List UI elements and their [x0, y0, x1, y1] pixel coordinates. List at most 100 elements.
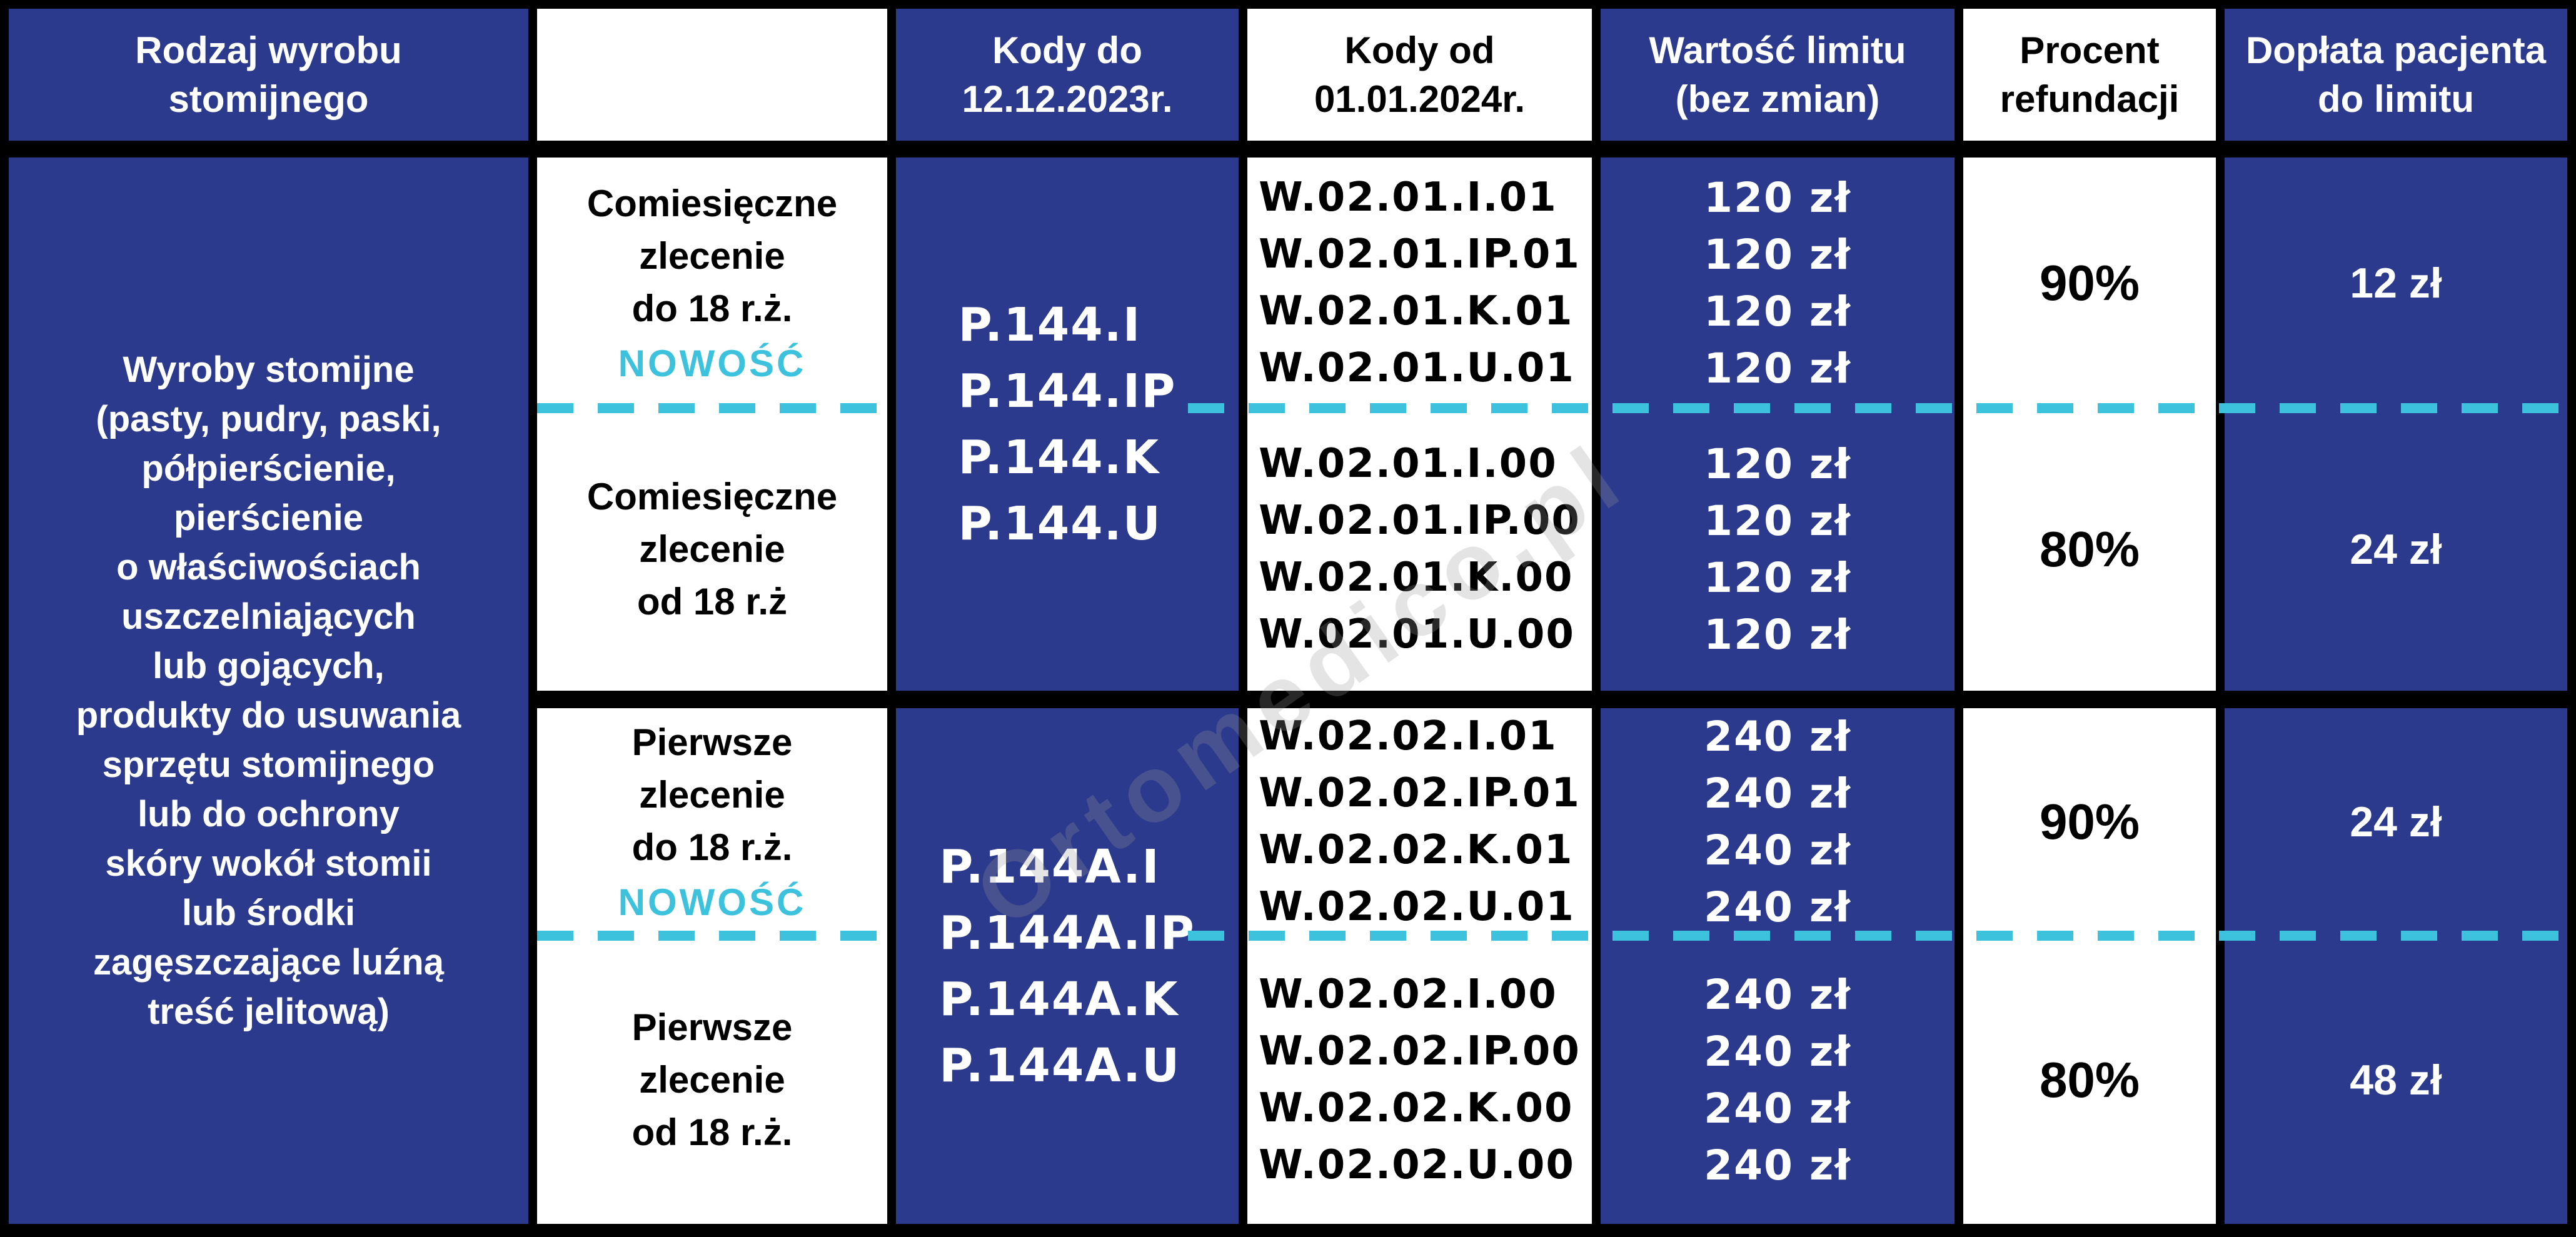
refund-percent-monthly-bottom: 80% — [1963, 408, 2216, 691]
cell-copay-monthly: 12 zł 24 zł — [2225, 158, 2567, 691]
dashed-divider-first-col2 — [537, 931, 887, 941]
header-cell-product-type: Rodzaj wyrobu stomijnego — [9, 9, 528, 141]
order-monthly-under-18: Comiesięczne zlecenie do 18 r.ż. NOWOŚĆ — [537, 158, 887, 408]
copay-monthly-top: 12 zł — [2225, 158, 2567, 408]
text-line: 120 zł — [1704, 440, 1851, 488]
copay-24zl-monthly: 24 zł — [2350, 526, 2442, 573]
text-line: 240 zł — [1704, 1141, 1851, 1189]
text-line: 240 zł — [1704, 826, 1851, 874]
text-line: W.02.01.IP.01 — [1259, 231, 1581, 278]
text-line: sprzętu stomijnego — [102, 744, 435, 785]
copay-first-bottom: 48 zł — [2225, 936, 2567, 1224]
copay-12zl: 12 zł — [2350, 259, 2442, 307]
new-codes-w0202-01-list: W.02.02.I.01 W.02.02.IP.01 W.02.02.K.01 W.0… — [1259, 708, 1581, 936]
limit-values-120-bottom-list: 120 zł 120 zł 120 zł 120 zł — [1704, 436, 1851, 663]
text-line: Dopłata pacjenta — [2245, 29, 2547, 71]
dashed-divider-first-right — [1188, 931, 2567, 941]
text-line: zagęszczające luźną — [93, 942, 444, 983]
text-line: W.02.01.K.01 — [1259, 288, 1574, 334]
cell-refund-percent-monthly: 90% 80% — [1963, 158, 2216, 691]
text-line: 120 zł — [1704, 554, 1851, 602]
new-codes-w0201-00: W.02.01.I.00 W.02.01.IP.00 W.02.01.K.00 W.0… — [1247, 408, 1592, 691]
limit-values-240-top: 240 zł 240 zł 240 zł 240 zł — [1601, 708, 1955, 936]
old-codes-p144-list: P.144.I P.144.IP P.144.K P.144.U — [958, 292, 1176, 557]
text-line: 240 zł — [1704, 1084, 1851, 1133]
cell-copay-first: 24 zł 48 zł — [2225, 708, 2567, 1224]
text-line: pierścienie — [173, 498, 364, 538]
text-line: Comiesięczne — [586, 476, 838, 518]
text-line: Pierwsze — [631, 1006, 793, 1048]
cell-order-type-first: Pierwsze zlecenie do 18 r.ż. NOWOŚĆ Pierws… — [537, 708, 887, 1224]
text-line: produkty do usuwania — [76, 695, 461, 736]
text-line: o właściwościach — [116, 547, 421, 588]
cell-limit-values-240: 240 zł 240 zł 240 zł 240 zł 240 zł 240 zł 240… — [1601, 708, 1955, 1224]
text-line: 120 zł — [1704, 173, 1851, 222]
text-line: 240 zł — [1704, 883, 1851, 931]
new-codes-w0202-00-list: W.02.02.I.00 W.02.02.IP.00 W.02.02.K.00 W.0… — [1259, 966, 1581, 1194]
cell-new-codes-w0202: W.02.02.I.01 W.02.02.IP.01 W.02.02.K.01 W.0… — [1247, 708, 1592, 1224]
text-line: W.02.02.IP.00 — [1259, 1028, 1581, 1074]
order-first-under-18-text: Pierwsze zlecenie do 18 r.ż. — [632, 716, 793, 874]
cell-new-codes-w0201: W.02.01.I.01 W.02.01.IP.01 W.02.01.K.01 W.0… — [1247, 158, 1592, 691]
text-line: P.144.I — [958, 298, 1142, 352]
text-line: W.02.02.U.01 — [1259, 884, 1575, 930]
text-line: Kody od — [1344, 29, 1495, 71]
limit-values-240-top-list: 240 zł 240 zł 240 zł 240 zł — [1704, 708, 1851, 936]
limit-values-240-bottom: 240 zł 240 zł 240 zł 240 zł — [1601, 936, 1955, 1224]
text-line: (bez zmian) — [1675, 78, 1880, 120]
text-line: Rodzaj wyrobu — [135, 29, 402, 71]
header-cell-limit-value: Wartość limitu (bez zmian) — [1601, 9, 1955, 141]
text-line: 120 zł — [1704, 230, 1851, 279]
text-line: do limitu — [2318, 78, 2474, 120]
order-first-over-18-text: Pierwsze zlecenie od 18 r.ż. — [632, 1001, 793, 1159]
limit-values-120-bottom: 120 zł 120 zł 120 zł 120 zł — [1601, 408, 1955, 691]
new-codes-w0202-00: W.02.02.I.00 W.02.02.IP.00 W.02.02.K.00 W.0… — [1247, 936, 1592, 1224]
text-line: W.02.02.I.01 — [1259, 713, 1557, 759]
text-line: 120 zł — [1704, 611, 1851, 659]
body-cell-product-description: Wyroby stomijne (pasty, pudry, paski, półp… — [9, 158, 528, 1224]
text-line: P.144A.U — [939, 1038, 1181, 1093]
header-cell-empty — [537, 9, 887, 141]
text-line: Kody do — [992, 29, 1142, 71]
text-line: lub do ochrony — [138, 794, 400, 834]
text-line: (pasty, pudry, paski, — [96, 399, 441, 439]
text-line: W.02.01.U.01 — [1259, 344, 1575, 391]
text-line: Wyroby stomijne — [123, 349, 415, 390]
text-line: W.02.02.K.01 — [1259, 827, 1574, 873]
refund-80-first: 80% — [2039, 1051, 2140, 1108]
text-line: W.02.01.U.00 — [1259, 611, 1575, 658]
text-line: 240 zł — [1704, 1027, 1851, 1076]
order-monthly-over-18: Comiesięczne zlecenie od 18 r.ż — [537, 408, 887, 691]
text-line: od 18 r.ż — [636, 581, 788, 623]
cell-old-codes-p144a: P.144A.I P.144A.IP P.144A.K P.144A.U — [896, 708, 1239, 1224]
limit-values-120-top-list: 120 zł 120 zł 120 zł 120 zł — [1704, 169, 1851, 397]
cell-refund-percent-first: 90% 80% — [1963, 708, 2216, 1224]
text-line: P.144A.I — [939, 839, 1160, 894]
order-first-over-18: Pierwsze zlecenie od 18 r.ż. — [537, 936, 887, 1224]
limit-values-120-top: 120 zł 120 zł 120 zł 120 zł — [1601, 158, 1955, 408]
copay-24zl-first: 24 zł — [2350, 798, 2442, 846]
text-line: W.02.02.U.00 — [1259, 1141, 1575, 1188]
text-line: W.02.02.I.00 — [1259, 971, 1557, 1018]
text-line: Procent — [2020, 29, 2160, 71]
text-line: zlecenie — [639, 528, 785, 570]
text-line: uszczelniających — [121, 596, 416, 637]
cell-order-type-monthly: Comiesięczne zlecenie do 18 r.ż. NOWOŚĆ Co… — [537, 158, 887, 691]
header-cell-refund-percent: Procent refundacji — [1963, 9, 2216, 141]
text-line: W.02.01.I.01 — [1259, 174, 1557, 221]
text-line: 120 zł — [1704, 344, 1851, 393]
text-line: 01.01.2024r. — [1314, 78, 1525, 120]
text-line: 240 zł — [1704, 769, 1851, 818]
text-line: Pierwsze — [631, 721, 793, 763]
text-line: skóry wokół stomii — [105, 843, 432, 884]
text-line: lub środki — [181, 893, 356, 933]
copay-48zl: 48 zł — [2350, 1056, 2442, 1104]
text-line: P.144.U — [958, 496, 1162, 551]
text-line: refundacji — [2000, 78, 2180, 120]
badge-nowosc-first: NOWOŚĆ — [618, 881, 807, 923]
copay-monthly-bottom: 24 zł — [2225, 408, 2567, 691]
header-cell-codes-from: Kody od 01.01.2024r. — [1247, 9, 1592, 141]
text-line: 12.12.2023r. — [962, 78, 1173, 120]
order-first-under-18: Pierwsze zlecenie do 18 r.ż. NOWOŚĆ — [537, 708, 887, 936]
